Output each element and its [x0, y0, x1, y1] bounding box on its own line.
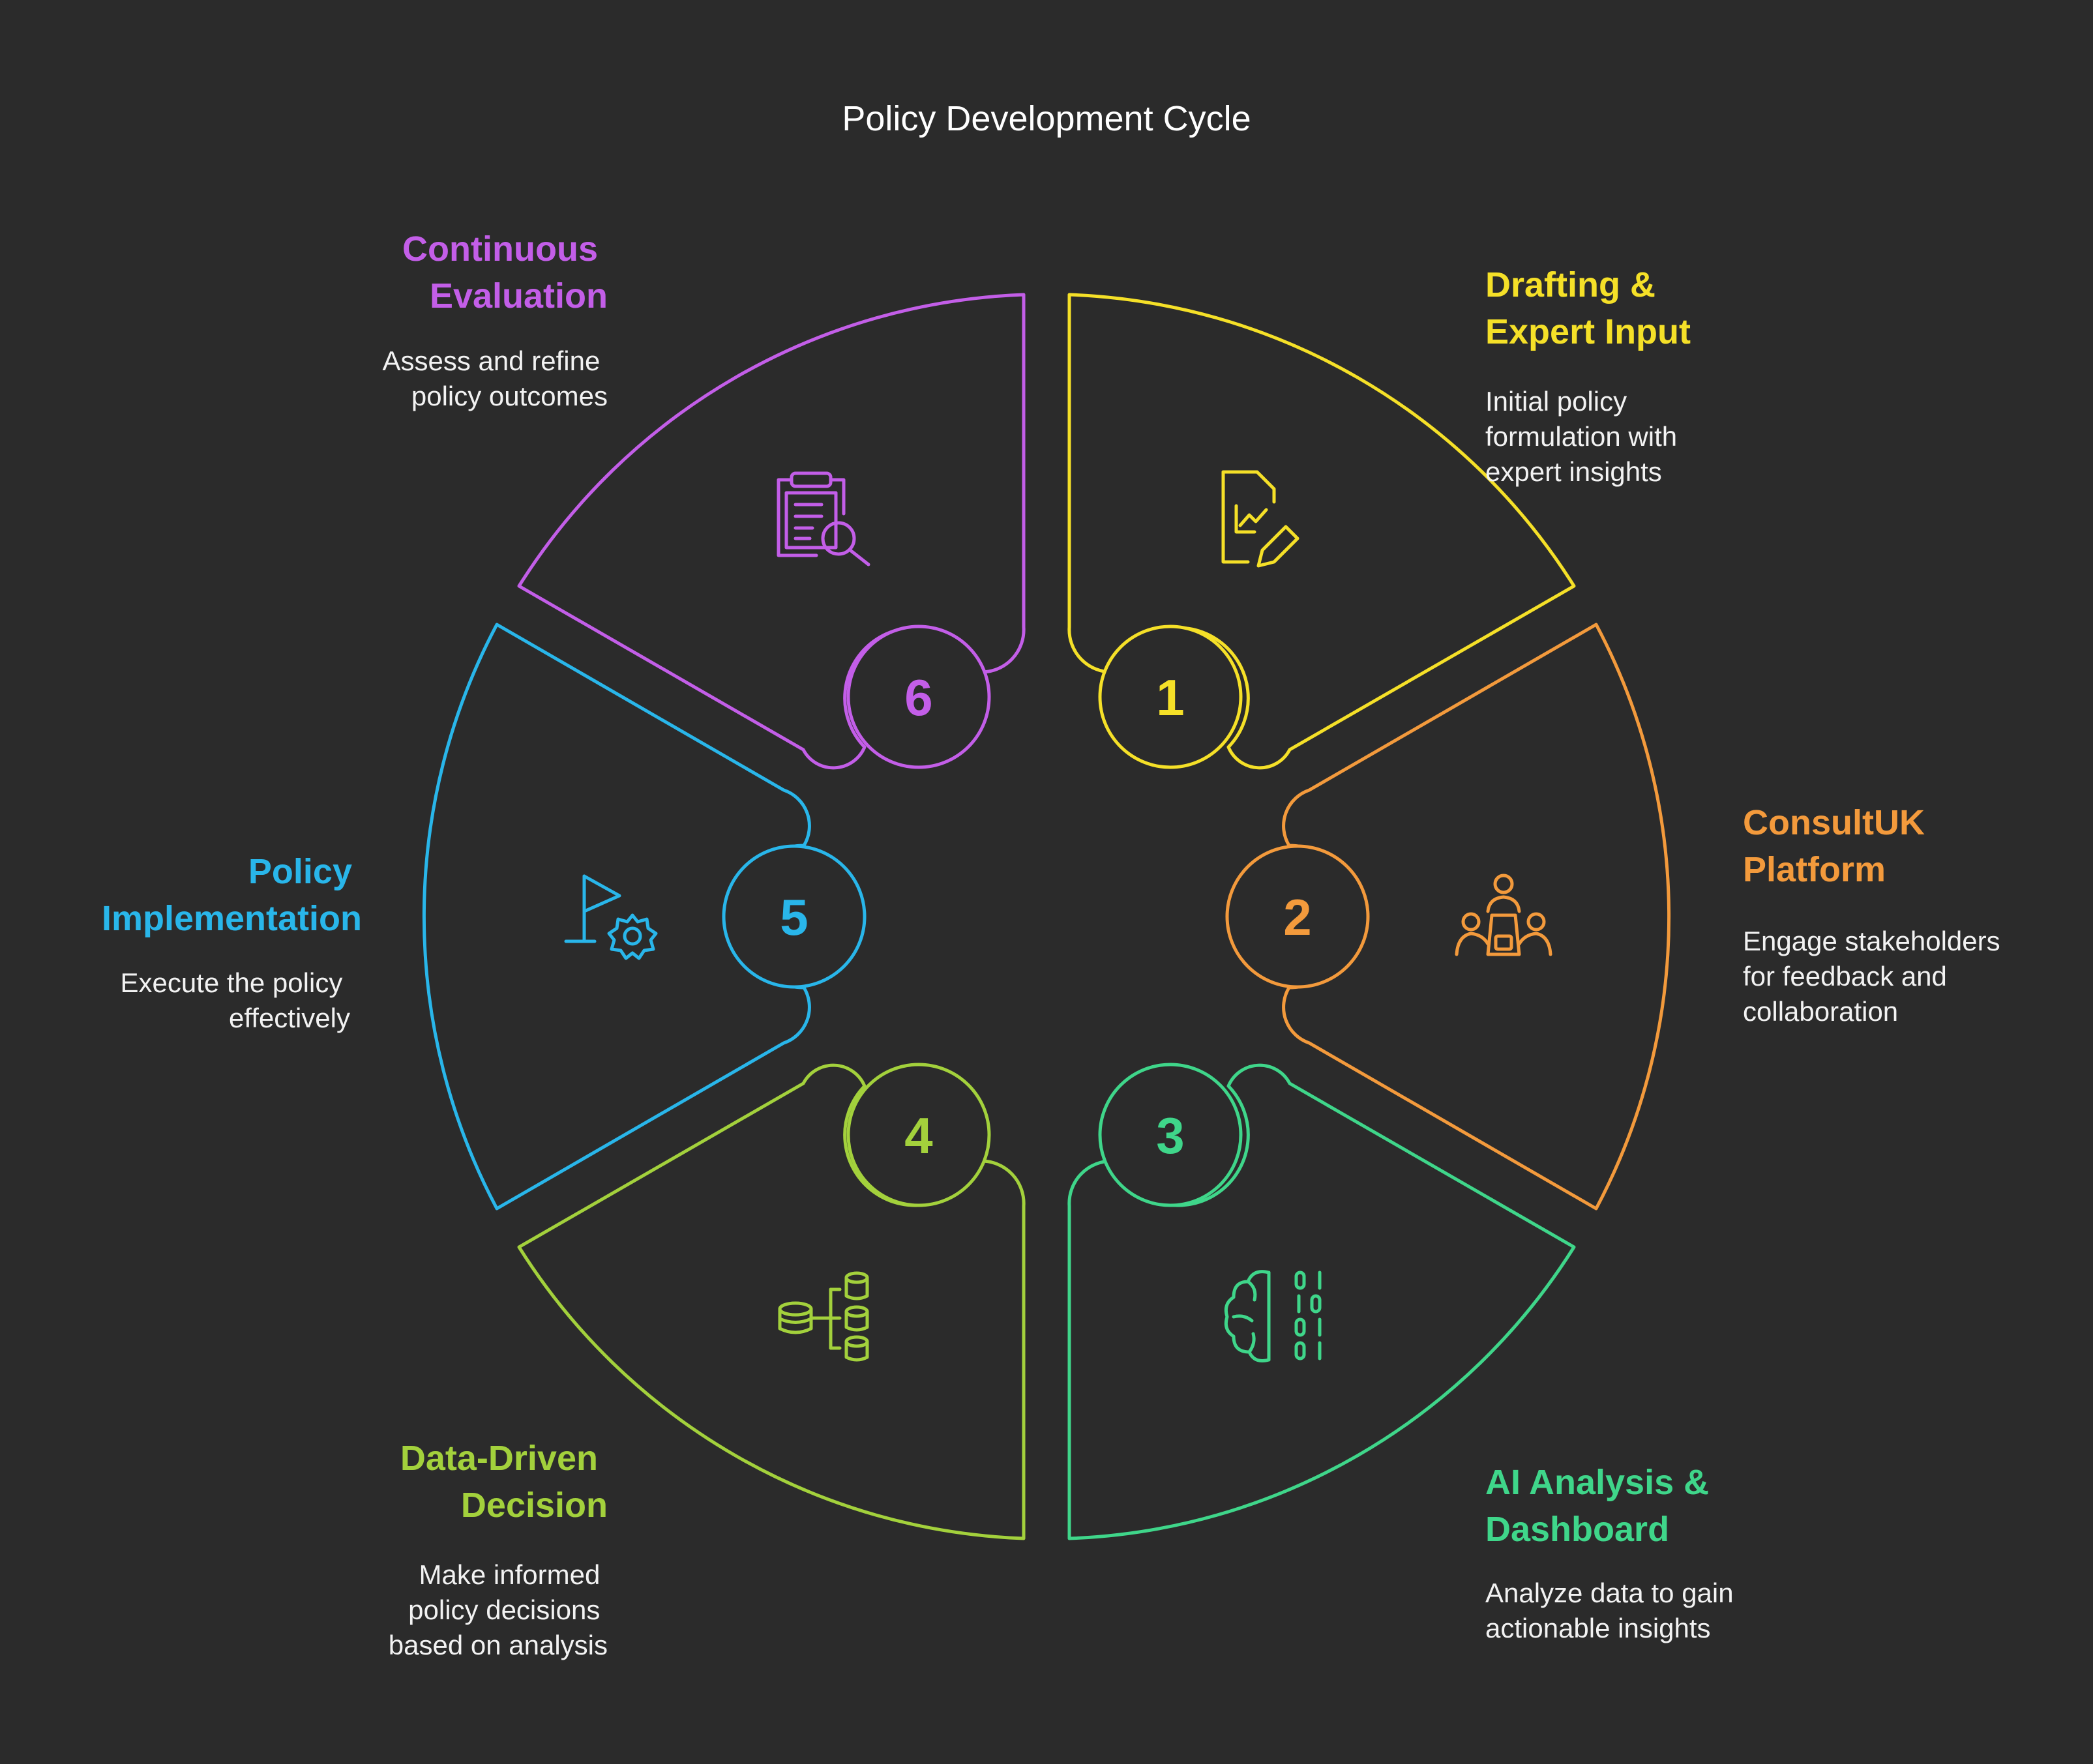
- stage-6-number-circle: [846, 625, 991, 769]
- stage-5-title-line: Implementation: [102, 899, 362, 938]
- stage-5: 5 Policy Implementation Execute the poli…: [102, 623, 867, 1211]
- stage-5-desc-line: Execute the policy: [120, 967, 342, 998]
- stage-6-label: Continuous Evaluation Assess and refine …: [382, 229, 608, 411]
- stage-2-title-line: Platform: [1743, 850, 1886, 889]
- stage-2-label: ConsultUK Platform Engage stakeholders f…: [1743, 803, 2008, 1027]
- stage-6-title-line: Continuous: [402, 229, 598, 269]
- stage-2-desc-line: Engage stakeholders: [1743, 926, 2000, 956]
- stage-6-desc-line: policy outcomes: [411, 381, 608, 411]
- stage-3-title-line: Dashboard: [1485, 1510, 1669, 1549]
- stage-3-number-circle: [1098, 1063, 1243, 1207]
- stage-6-title: Continuous Evaluation: [402, 229, 608, 316]
- stage-6-desc-line: Assess and refine: [382, 345, 600, 376]
- flag-gear-icon: [564, 874, 658, 960]
- stage-1-title-line: Drafting &: [1485, 265, 1655, 304]
- stage-3-desc-line: Analyze data to gain: [1485, 1578, 1734, 1608]
- stage-1: 1 Drafting & Expert Input Initial policy…: [1067, 265, 1691, 770]
- stage-4-title-line: Data-Driven: [400, 1439, 598, 1478]
- stage-4-title-line: Decision: [461, 1486, 608, 1525]
- stage-5-desc-line: effectively: [229, 1003, 350, 1033]
- stage-1-desc-line: Initial policy: [1485, 386, 1627, 417]
- stage-3-description: Analyze data to gain actionable insights: [1485, 1578, 1741, 1643]
- stage-1-description: Initial policy formulation with expert i…: [1485, 386, 1685, 487]
- stage-3: 3 AI Analysis & Dashboard Analyze data t…: [1067, 1063, 1741, 1643]
- stage-4-number-circle: [846, 1063, 991, 1207]
- stage-6: 6 Continuous Evaluation Assess and refin…: [382, 229, 1026, 770]
- document-chart-pencil-icon: [1221, 470, 1299, 568]
- database-tree-icon: [778, 1271, 869, 1362]
- stage-2: 2 ConsultUK Platform Engage stakeholders…: [1225, 623, 2008, 1211]
- stage-4-title: Data-Driven Decision: [400, 1439, 608, 1525]
- stage-5-number: 5: [780, 889, 808, 946]
- stage-4-number: 4: [904, 1107, 932, 1164]
- stage-4-label: Data-Driven Decision Make informed polic…: [389, 1439, 608, 1660]
- stage-6-number: 6: [904, 669, 932, 726]
- stage-2-desc-line: for feedback and: [1743, 961, 1947, 992]
- stage-1-desc-line: expert insights: [1485, 456, 1662, 487]
- stage-3-label: AI Analysis & Dashboard Analyze data to …: [1485, 1463, 1741, 1643]
- stage-5-label: Policy Implementation Execute the policy…: [102, 852, 362, 1033]
- stage-2-number: 2: [1283, 889, 1311, 946]
- stage-3-title-line: AI Analysis &: [1485, 1463, 1709, 1502]
- stage-4: 4 Data-Driven Decision Make informed: [389, 1063, 1026, 1660]
- clipboard-search-icon: [777, 471, 870, 566]
- stage-6-title-line: Evaluation: [430, 276, 608, 316]
- stage-1-number: 1: [1156, 669, 1184, 726]
- stage-4-desc-line: policy decisions: [408, 1595, 600, 1625]
- brain-binary-icon: [1224, 1270, 1322, 1362]
- stage-3-desc-line: actionable insights: [1485, 1613, 1711, 1643]
- stage-4-desc-line: based on analysis: [389, 1630, 608, 1660]
- stage-5-number-circle: [722, 844, 867, 989]
- stage-6-description: Assess and refine policy outcomes: [382, 345, 608, 411]
- stage-2-title: ConsultUK Platform: [1743, 803, 1935, 889]
- stage-2-number-circle: [1225, 844, 1370, 989]
- stage-2-title-line: ConsultUK: [1743, 803, 1925, 842]
- stage-2-desc-line: collaboration: [1743, 996, 1898, 1027]
- stage-4-desc-line: Make informed: [419, 1559, 601, 1590]
- diagram-title: Policy Development Cycle: [842, 99, 1251, 138]
- stage-1-title: Drafting & Expert Input: [1485, 265, 1691, 351]
- stage-4-description: Make informed policy decisions based on …: [389, 1559, 608, 1660]
- stage-1-label: Drafting & Expert Input Initial policy f…: [1485, 265, 1691, 487]
- stage-3-number: 3: [1156, 1107, 1184, 1164]
- stage-2-description: Engage stakeholders for feedback and col…: [1743, 926, 2008, 1027]
- stage-5-description: Execute the policy effectively: [120, 967, 350, 1033]
- stage-5-title-line: Policy: [248, 852, 352, 891]
- stakeholders-meeting-icon: [1455, 874, 1552, 956]
- stage-3-title: AI Analysis & Dashboard: [1485, 1463, 1719, 1549]
- stage-1-desc-line: formulation with: [1485, 421, 1677, 452]
- stage-1-number-circle: [1098, 625, 1243, 769]
- stage-1-title-line: Expert Input: [1485, 312, 1691, 351]
- stage-5-title: Policy Implementation: [102, 852, 362, 938]
